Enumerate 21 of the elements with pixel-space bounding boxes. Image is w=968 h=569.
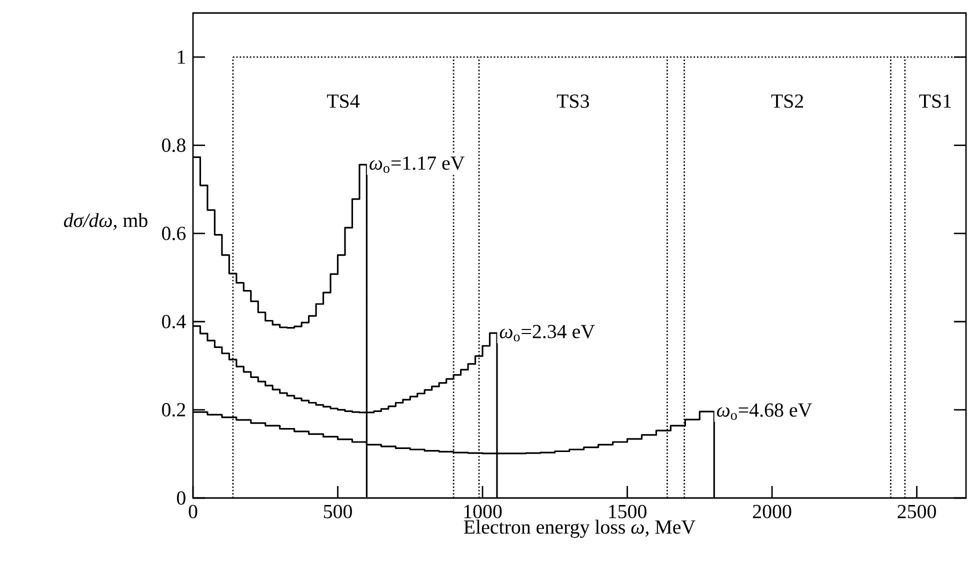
y-tick-label: 0.4	[162, 314, 186, 328]
x-tick-label: 1500	[609, 504, 646, 518]
y-tick-label: 0	[176, 491, 186, 505]
annotation: TS1	[919, 94, 951, 108]
annotation: ω$_{o}$=1.17 eV	[370, 156, 465, 173]
x-axis-title: Electron energy loss ω, MeV	[464, 520, 696, 538]
x-tick-label: 0	[188, 504, 198, 518]
annotation: TS4	[327, 94, 360, 108]
y-tick-label: 0.2	[162, 403, 186, 417]
y-axis-title: dσ/dω, mb	[64, 213, 148, 230]
y-tick-label: 0.6	[162, 226, 186, 240]
annotation: TS3	[556, 94, 589, 108]
annotation: TS2	[771, 94, 804, 108]
x-tick-label: 1000	[464, 504, 502, 518]
annotation: ω$_{o}$=4.68 eV	[716, 403, 812, 420]
x-tick-label: 2000	[752, 504, 792, 518]
y-tick-label: 0.8	[162, 138, 186, 152]
annotation: ω$_{o}$=2.34 eV	[500, 324, 595, 342]
y-tick-label: 1	[178, 50, 185, 64]
x-tick-label: 500	[324, 504, 352, 518]
x-tick-label: 2500	[898, 504, 936, 518]
